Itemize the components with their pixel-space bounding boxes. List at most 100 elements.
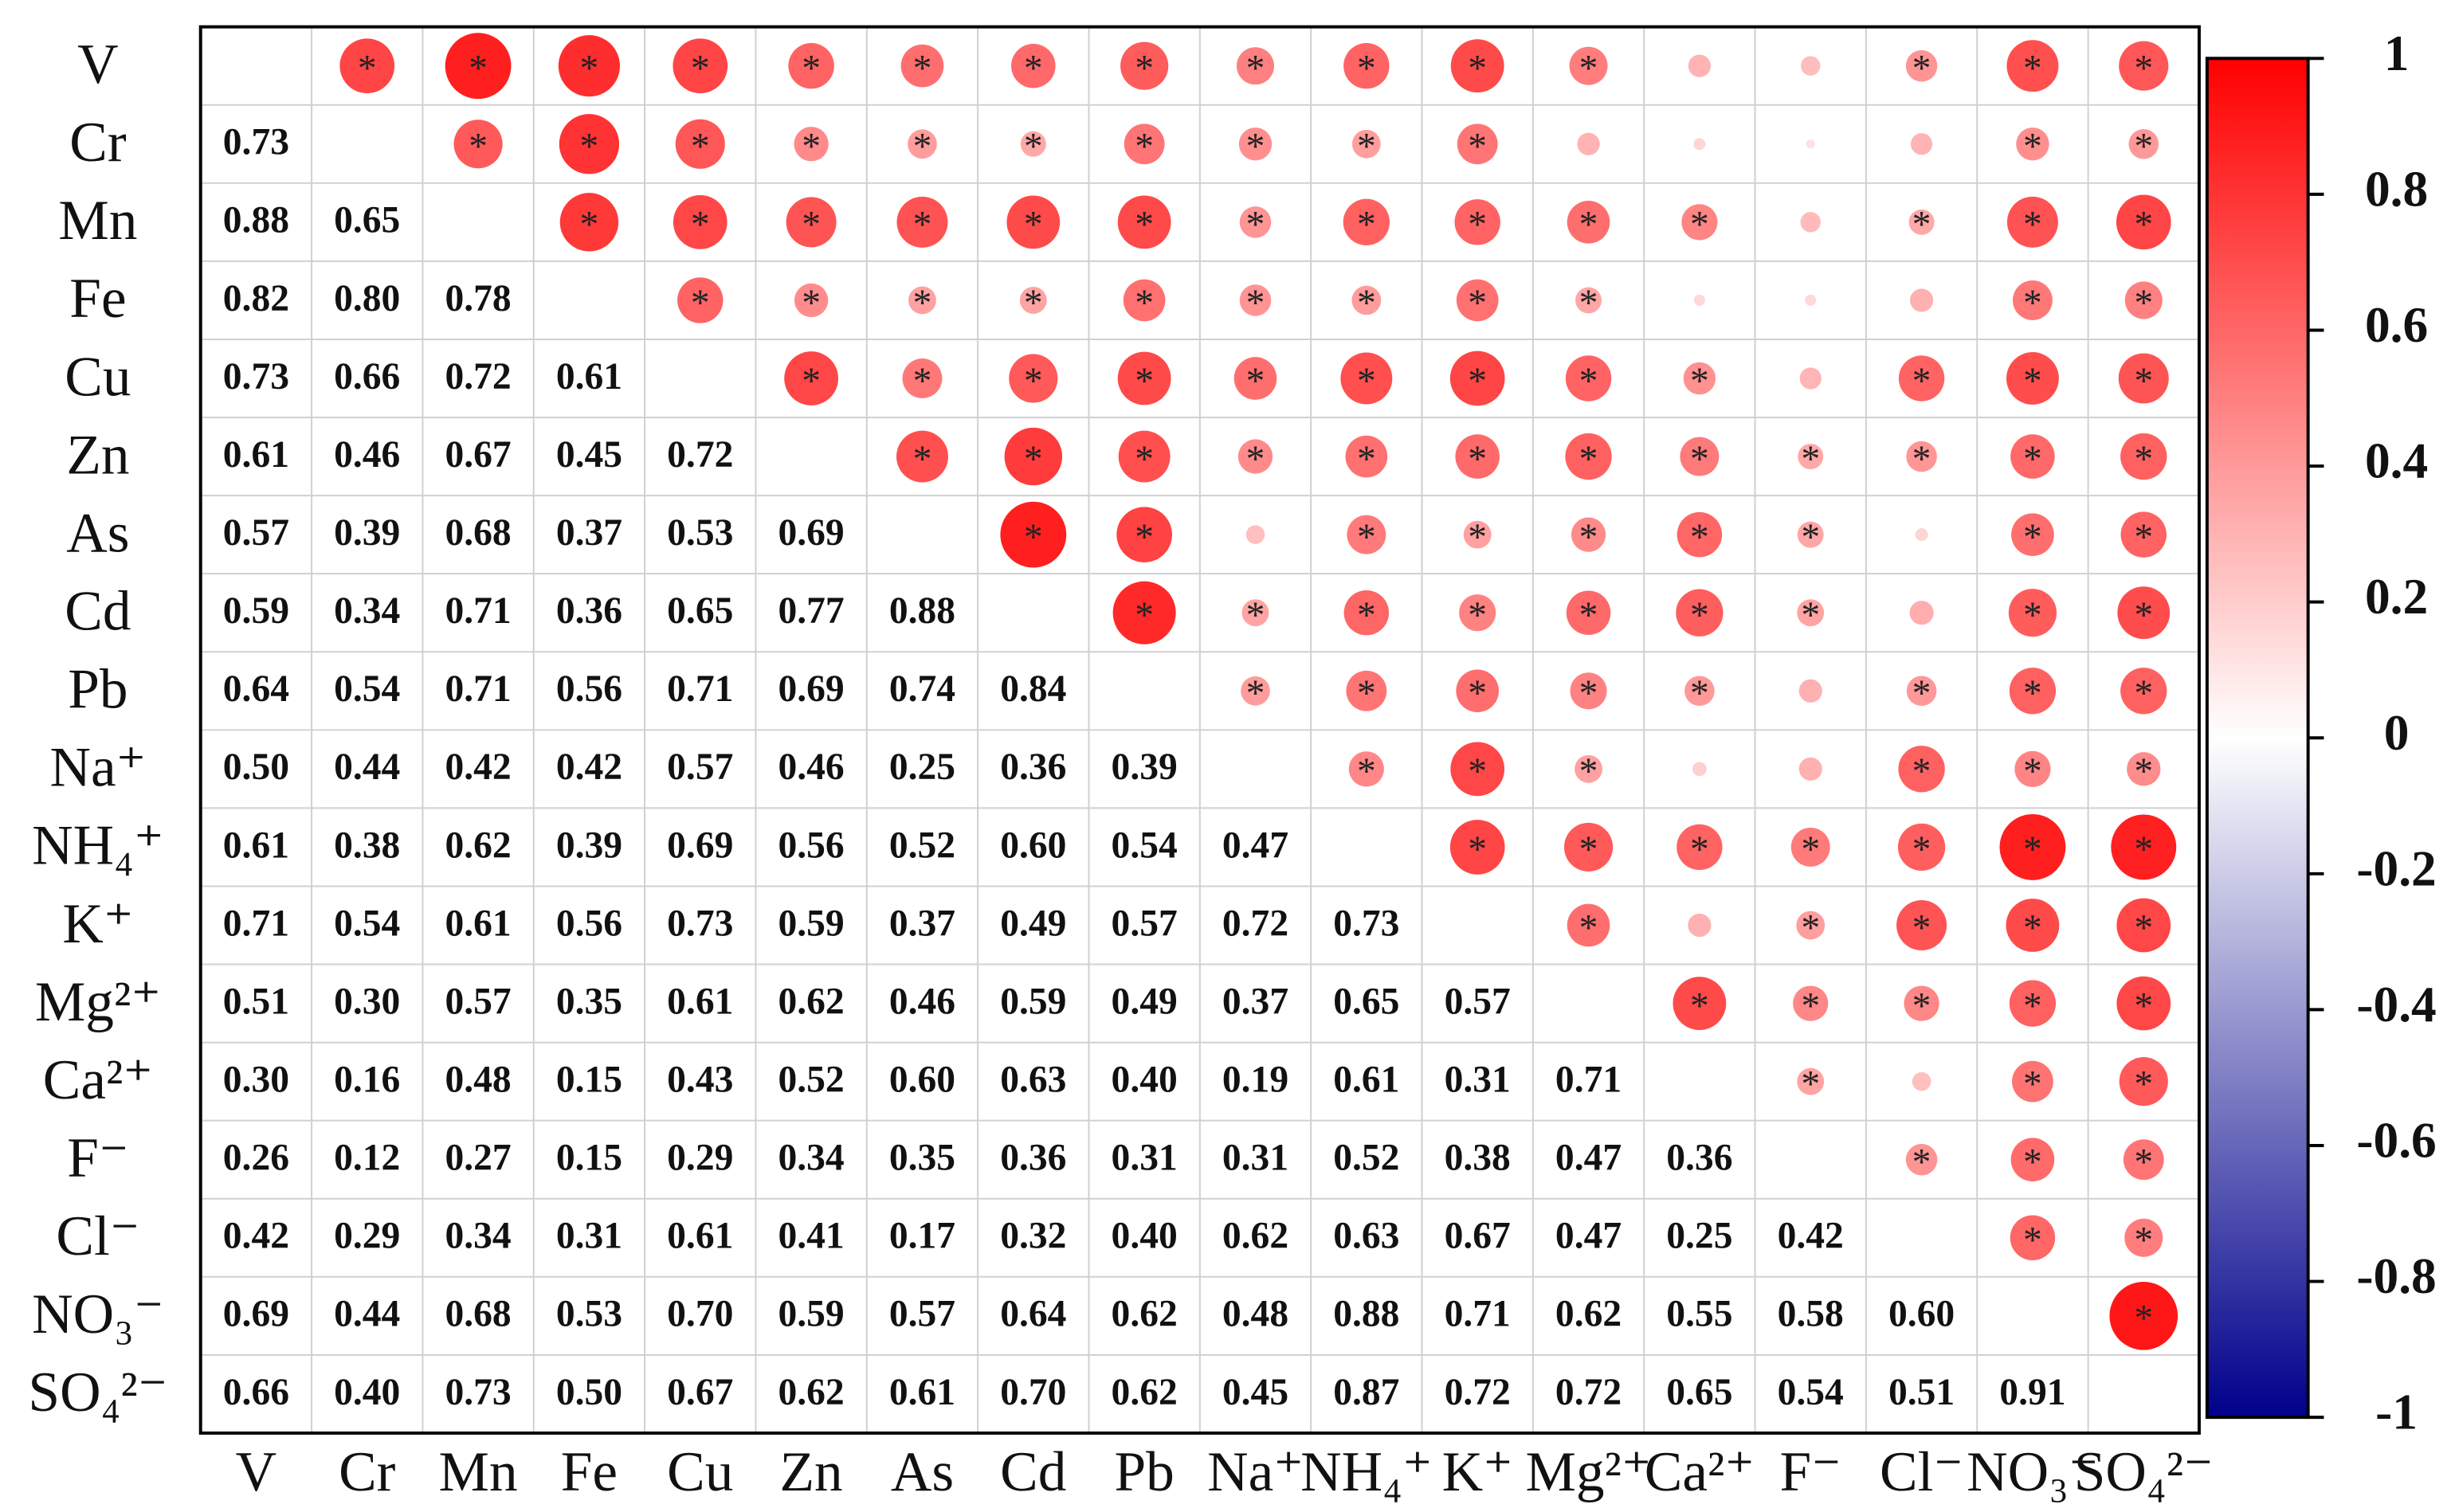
value-label: 0.26 — [223, 1138, 289, 1179]
correlation-circle — [1449, 351, 1505, 406]
row-label: Na⁺ — [50, 736, 147, 799]
correlation-circle — [2006, 899, 2060, 952]
value-label: 0.61 — [556, 356, 622, 398]
correlation-circle — [2011, 513, 2054, 556]
value-label: 0.60 — [889, 1059, 955, 1100]
significance-marker: * — [2023, 205, 2042, 246]
significance-marker: * — [469, 127, 488, 168]
significance-marker: * — [2023, 595, 2042, 637]
significance-marker: * — [691, 283, 710, 324]
correlation-circle — [1896, 899, 1947, 951]
significance-marker: * — [1024, 127, 1043, 168]
correlation-circle — [1569, 46, 1608, 85]
correlation-circle — [2010, 1138, 2055, 1181]
value-label: 0.29 — [334, 1216, 400, 1257]
correlation-circle — [1567, 201, 1610, 244]
correlation-circle — [1570, 672, 1607, 710]
significance-marker: * — [1246, 49, 1265, 90]
correlation-circle — [1450, 39, 1504, 93]
colorbar-tick-label: -1 — [2375, 1385, 2418, 1440]
correlation-circle — [673, 38, 728, 94]
value-label: 0.61 — [223, 434, 289, 476]
significance-marker: * — [1135, 49, 1154, 90]
significance-marker: * — [1912, 439, 1931, 480]
significance-marker: * — [1468, 829, 1487, 871]
correlation-circle — [1456, 279, 1499, 322]
row-label: Pb — [68, 658, 127, 721]
significance-marker: * — [913, 283, 932, 324]
colorbar-tick-label: 0.2 — [2365, 569, 2428, 625]
value-label: 0.73 — [1333, 903, 1399, 944]
correlation-circle — [2012, 1060, 2053, 1103]
significance-marker: * — [913, 49, 932, 90]
significance-marker: * — [1468, 517, 1487, 558]
significance-marker: * — [2134, 49, 2153, 90]
row-label: F⁻ — [67, 1126, 128, 1189]
correlation-circle — [1006, 195, 1061, 249]
significance-marker: * — [1579, 439, 1598, 480]
row-label: As — [66, 501, 129, 564]
significance-marker: * — [1801, 595, 1820, 637]
value-label: 0.52 — [1333, 1138, 1399, 1179]
value-label: 0.49 — [1112, 981, 1178, 1022]
significance-marker: * — [1468, 439, 1487, 480]
correlation-circle — [1454, 199, 1500, 245]
value-label: 0.62 — [1112, 1372, 1178, 1413]
significance-marker: * — [1801, 439, 1820, 480]
plot-border — [198, 25, 2201, 1435]
value-label: 0.54 — [334, 668, 400, 710]
value-label: 0.71 — [445, 668, 511, 710]
significance-marker: * — [2134, 907, 2153, 949]
correlation-circle — [1906, 676, 1937, 707]
colorbar-tick-label: 1 — [2384, 25, 2410, 81]
correlation-circle — [1905, 49, 1938, 82]
significance-marker: * — [1579, 907, 1598, 949]
correlation-circle — [2117, 586, 2171, 640]
colorbar-tick-label: -0.8 — [2356, 1248, 2436, 1304]
row-label: Cl⁻ — [56, 1205, 139, 1267]
value-label: 0.34 — [334, 590, 400, 632]
value-label: 0.46 — [334, 434, 400, 476]
correlation-circle — [1117, 195, 1171, 249]
significance-marker: * — [2134, 205, 2153, 246]
row-label: Mn — [58, 189, 137, 252]
significance-marker: * — [1579, 517, 1598, 558]
row-label: Mg²⁺ — [35, 970, 161, 1033]
value-label: 0.57 — [889, 1294, 955, 1335]
correlation-circle — [558, 35, 621, 97]
significance-marker: * — [358, 49, 377, 90]
correlation-circle — [675, 119, 725, 169]
value-label: 0.59 — [778, 903, 845, 944]
column-label: Cu — [667, 1440, 733, 1503]
correlation-circle — [1124, 123, 1165, 165]
value-label: 0.70 — [667, 1294, 733, 1335]
correlation-circle — [896, 196, 948, 248]
significance-marker: * — [2134, 1142, 2153, 1184]
correlation-circle — [1245, 525, 1265, 544]
value-label: 0.44 — [334, 746, 400, 788]
column-label: Mn — [439, 1440, 518, 1503]
correlation-circle — [559, 114, 620, 174]
row-label: Ca²⁺ — [43, 1048, 153, 1111]
significance-marker: * — [1690, 673, 1709, 715]
value-label: 0.65 — [334, 200, 400, 241]
correlation-circle — [1123, 279, 1166, 322]
value-label: 0.64 — [223, 668, 289, 710]
value-label: 0.39 — [334, 512, 400, 554]
value-label: 0.15 — [556, 1059, 622, 1100]
value-label: 0.74 — [889, 668, 955, 710]
value-label: 0.46 — [778, 746, 845, 788]
value-label: 0.88 — [223, 200, 289, 241]
value-label: 0.43 — [667, 1059, 733, 1100]
value-label: 0.69 — [778, 668, 845, 710]
correlation-circle — [2009, 668, 2057, 715]
column-label: Pb — [1114, 1440, 1174, 1503]
value-label: 0.64 — [1000, 1294, 1066, 1335]
correlation-circle — [1793, 985, 1829, 1021]
value-label: 0.36 — [1666, 1138, 1732, 1179]
correlation-circle — [1915, 528, 1928, 542]
correlation-circle — [1790, 827, 1830, 867]
value-label: 0.68 — [445, 1294, 511, 1335]
significance-marker: * — [1135, 127, 1154, 168]
correlation-circle — [673, 194, 727, 249]
